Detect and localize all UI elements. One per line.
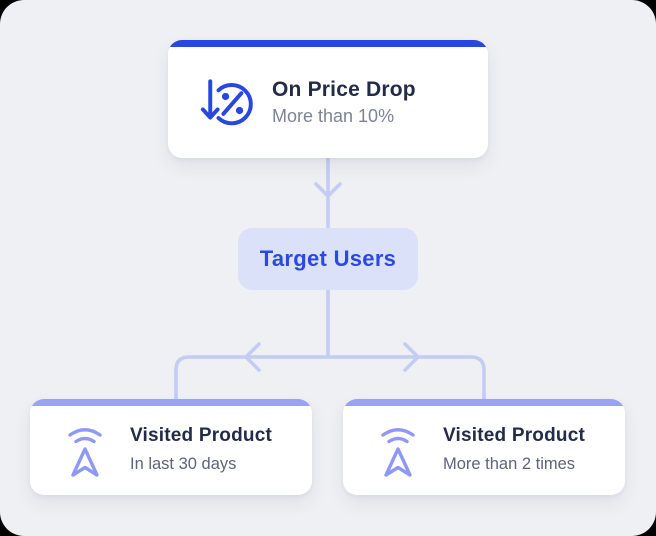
condition-subtitle: In last 30 days: [130, 455, 237, 474]
trigger-subtitle: More than 10%: [272, 105, 395, 126]
target-users-label: Target Users: [259, 246, 397, 271]
condition-card-accent-bar: [30, 399, 312, 406]
trigger-node-card[interactable]: On Price Drop More than 10%: [168, 40, 488, 158]
condition-node-card-left[interactable]: Visited Product In last 30 days: [30, 399, 312, 495]
price-drop-percent-icon: [198, 75, 254, 131]
arrowhead-left-icon: [244, 342, 261, 372]
condition-title: Visited Product: [130, 425, 273, 447]
arrowhead-right-icon: [403, 342, 420, 372]
condition-subtitle: More than 2 times: [443, 455, 576, 474]
trigger-card-accent-bar: [168, 40, 488, 47]
connector-split-branches: [174, 355, 486, 401]
condition-title: Visited Product: [443, 425, 586, 447]
arrowhead-down-icon: [314, 182, 342, 198]
trigger-title: On Price Drop: [272, 77, 416, 101]
visited-product-signal-icon: [377, 423, 419, 479]
visited-product-signal-icon: [64, 423, 106, 479]
condition-card-accent-bar: [343, 399, 625, 406]
target-users-badge[interactable]: Target Users: [238, 228, 418, 290]
condition-node-card-right[interactable]: Visited Product More than 2 times: [343, 399, 625, 495]
